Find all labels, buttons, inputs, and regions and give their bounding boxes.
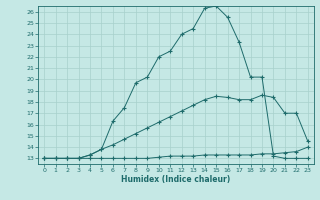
X-axis label: Humidex (Indice chaleur): Humidex (Indice chaleur) bbox=[121, 175, 231, 184]
